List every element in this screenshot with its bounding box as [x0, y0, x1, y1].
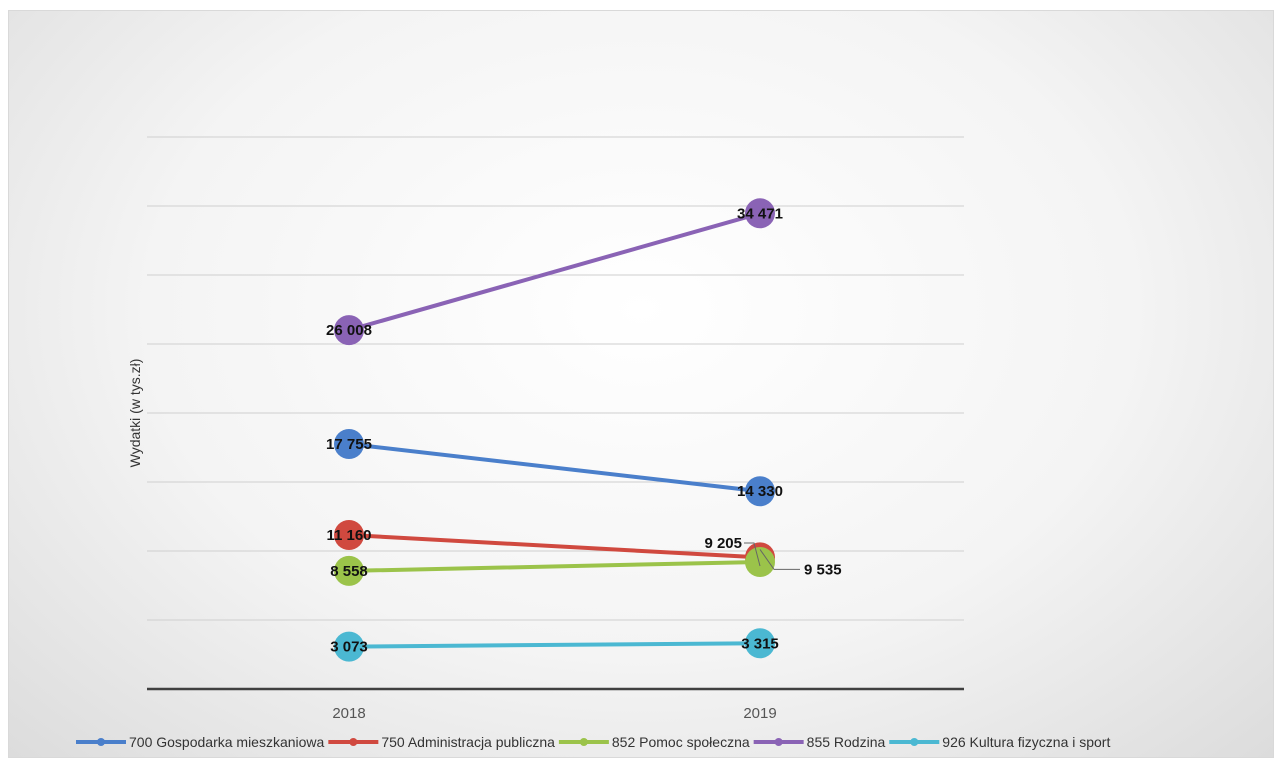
- x-tick-label: 2018: [332, 705, 365, 722]
- series-lines: [334, 198, 775, 662]
- series-line: [347, 211, 762, 333]
- data-point-marker: [745, 546, 775, 577]
- legend: 700 Gospodarka mieszkaniowa 750 Administr…: [76, 734, 1110, 750]
- data-label: 9 535: [804, 561, 842, 578]
- data-label: 3 315: [741, 635, 779, 652]
- series-line: [347, 441, 762, 494]
- data-point-marker: [334, 555, 364, 586]
- data-point-marker: [334, 428, 364, 459]
- gridlines: [147, 136, 964, 621]
- data-label: 14 330: [737, 483, 783, 500]
- data-point-marker: [334, 631, 364, 662]
- data-label: 11 160: [326, 527, 371, 544]
- data-point-marker: [334, 315, 364, 346]
- x-axis: 2018 2019: [147, 687, 964, 722]
- leader-line: [759, 549, 800, 570]
- data-point-marker: [745, 198, 775, 229]
- series-line: [347, 641, 762, 649]
- legend-swatch-marker: [349, 738, 358, 746]
- legend-swatch-marker: [579, 738, 588, 746]
- legend-entry-label: 855 Rodzina: [807, 734, 886, 750]
- leader-line: [744, 542, 761, 567]
- x-tick-label: 2019: [743, 705, 776, 722]
- legend-entry-label: 926 Kultura fizyczna i sport: [942, 734, 1110, 750]
- data-point-marker: [745, 628, 775, 659]
- legend-swatch-marker: [97, 738, 105, 746]
- data-point-marker: [334, 519, 364, 550]
- legend-entry-label: 852 Pomoc społeczna: [612, 734, 750, 750]
- y-axis-label: Wydatki (w tys.zł): [127, 359, 143, 468]
- legend-entry-label: 750 Administracja publiczna: [381, 734, 555, 750]
- data-label: 17 755: [326, 436, 372, 453]
- data-label: 9 205: [704, 535, 742, 552]
- data-label: 3 073: [330, 639, 368, 656]
- series-line: [347, 532, 762, 560]
- chart-area: [8, 10, 1274, 758]
- legend-swatch-marker: [910, 738, 919, 746]
- data-label: 26 008: [326, 322, 372, 339]
- series-line: [347, 559, 762, 573]
- data-labels: 17 755 14 330 11 160 9 535 8 558 9 205 26 008 3…: [326, 205, 841, 655]
- data-label: 34 471: [737, 205, 783, 222]
- legend-entry-label: 700 Gospodarka mieszkaniowa: [129, 734, 325, 750]
- legend-swatch-marker: [774, 738, 783, 746]
- data-label: 8 558: [330, 563, 368, 580]
- data-point-marker: [745, 476, 775, 507]
